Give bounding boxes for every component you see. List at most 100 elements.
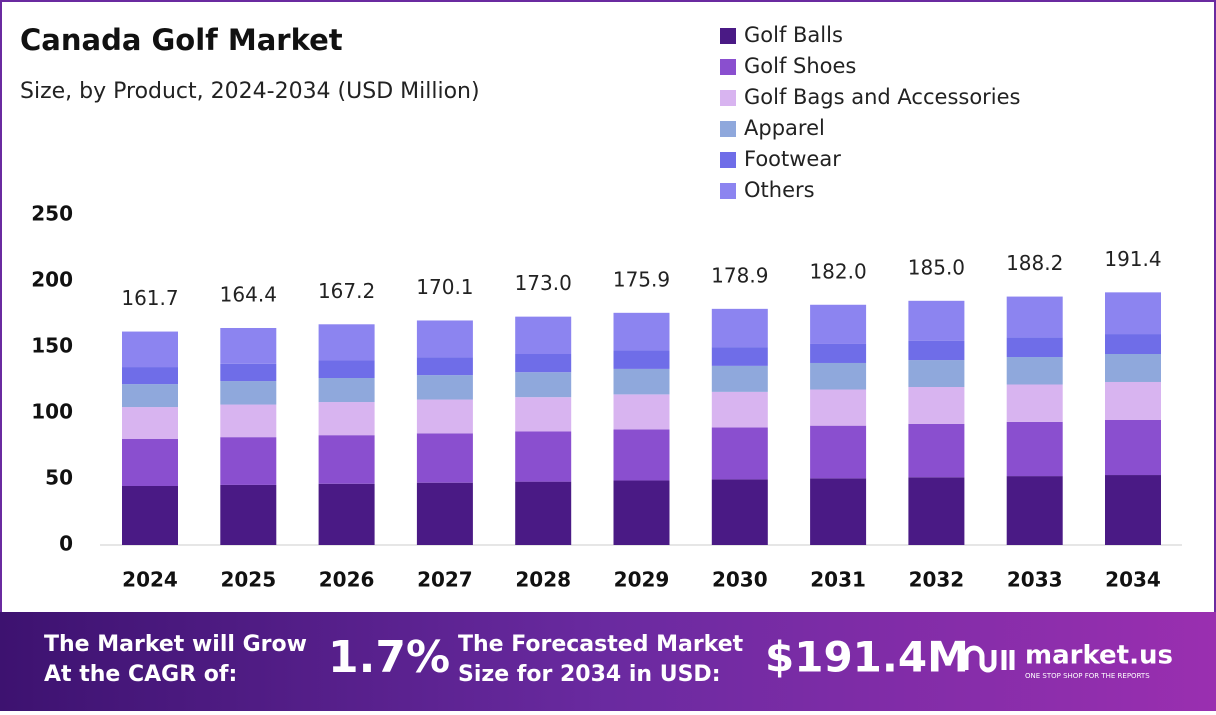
total-label: 191.4 xyxy=(1104,247,1161,271)
bar-segment xyxy=(711,391,768,428)
bar-segment xyxy=(220,363,277,382)
bar-segment xyxy=(1105,381,1161,420)
bar-segment xyxy=(318,324,375,361)
bar-segment xyxy=(810,425,867,479)
bar-segment xyxy=(810,343,867,363)
total-label: 175.9 xyxy=(613,267,670,291)
x-tick-label: 2029 xyxy=(614,568,670,592)
legend-swatch xyxy=(720,121,736,137)
bar-segment xyxy=(416,399,473,434)
total-label: 173.0 xyxy=(515,271,572,295)
bar-segment xyxy=(416,357,473,376)
chart-subtitle: Size, by Product, 2024-2034 (USD Million… xyxy=(20,79,480,104)
bar-segment xyxy=(318,483,375,545)
legend-label: Others xyxy=(744,178,815,202)
bar-segment xyxy=(220,484,277,545)
y-tick-label: 250 xyxy=(31,202,73,226)
brand-name: market.us xyxy=(1025,641,1173,671)
bar-segment xyxy=(1006,421,1063,477)
legend-swatch xyxy=(720,152,736,168)
bar-segment xyxy=(515,316,572,354)
bar-segment xyxy=(318,360,375,379)
bar-segment xyxy=(711,427,768,480)
y-tick-label: 200 xyxy=(31,268,73,292)
bar-segment xyxy=(1105,475,1161,545)
bar-segment xyxy=(908,423,965,478)
bar-segment xyxy=(122,384,178,408)
total-label: 182.0 xyxy=(809,259,866,283)
total-label: 178.9 xyxy=(711,263,768,287)
bar-segment xyxy=(1006,296,1063,338)
brand-logo xyxy=(963,645,1015,673)
x-tick-label: 2024 xyxy=(122,568,178,592)
y-tick-label: 150 xyxy=(31,334,73,358)
bar-segment xyxy=(122,367,178,385)
y-tick-label: 0 xyxy=(59,532,73,556)
bar-segment xyxy=(711,479,768,545)
bar-segment xyxy=(810,304,867,344)
bar-segment xyxy=(908,360,965,387)
x-tick-label: 2027 xyxy=(417,568,473,592)
bar-segment xyxy=(908,300,965,341)
bar-segment xyxy=(711,365,768,392)
bar-segment xyxy=(318,402,375,436)
bar-segment xyxy=(1105,419,1161,476)
legend-label: Golf Bags and Accessories xyxy=(744,85,1021,109)
x-tick-label: 2033 xyxy=(1007,568,1063,592)
x-tick-label: 2034 xyxy=(1105,568,1161,592)
total-label: 188.2 xyxy=(1006,251,1063,275)
bar-segment xyxy=(416,482,473,545)
x-tick-label: 2028 xyxy=(515,568,571,592)
legend-swatch xyxy=(720,90,736,106)
legend-label: Footwear xyxy=(744,147,841,171)
bar-segment xyxy=(1105,292,1161,335)
bar-segment xyxy=(220,437,277,485)
legend-label: Golf Shoes xyxy=(744,54,856,78)
bar-segment xyxy=(711,347,768,366)
total-label: 170.1 xyxy=(416,275,473,299)
bar-segment xyxy=(416,375,473,400)
bar-segment xyxy=(1006,476,1063,545)
bar-segment xyxy=(613,312,670,351)
bar-segment xyxy=(810,389,867,426)
bar-segment xyxy=(711,308,768,348)
bar-segment xyxy=(810,362,867,390)
bar-segment xyxy=(613,394,670,430)
x-tick-label: 2030 xyxy=(712,568,768,592)
bar-segment xyxy=(122,331,178,368)
footer-value: 1.7% xyxy=(328,632,450,683)
bar-segment xyxy=(220,381,277,405)
bar-segment xyxy=(122,485,178,545)
x-tick-label: 2031 xyxy=(810,568,866,592)
bar-segment xyxy=(416,320,473,358)
legend-swatch xyxy=(720,59,736,75)
brand-tagline: ONE STOP SHOP FOR THE REPORTS xyxy=(1025,672,1150,680)
legend-swatch xyxy=(720,183,736,199)
bar-segment xyxy=(318,435,375,484)
footer-text: Size for 2034 in USD: xyxy=(458,662,721,687)
bar-segment xyxy=(908,386,965,424)
bar-segment xyxy=(1105,353,1161,382)
bar-segment xyxy=(515,431,572,482)
footer-text: The Forecasted Market xyxy=(458,632,744,657)
bar-segment xyxy=(1006,337,1063,358)
bar-segment xyxy=(318,378,375,403)
bar-segment xyxy=(1105,334,1161,354)
legend-label: Golf Balls xyxy=(744,23,843,47)
footer-text: The Market will Grow xyxy=(44,632,307,657)
y-tick-label: 100 xyxy=(31,400,73,424)
bar-segment xyxy=(122,439,178,486)
bar-segment xyxy=(613,429,670,481)
bar-segment xyxy=(515,372,572,398)
bar-segment xyxy=(515,353,572,373)
legend-label: Apparel xyxy=(744,116,825,140)
total-label: 185.0 xyxy=(908,255,965,279)
bar-segment xyxy=(1006,357,1063,385)
footer-value: $191.4M xyxy=(765,633,969,682)
x-tick-label: 2026 xyxy=(319,568,375,592)
bar-segment xyxy=(810,478,867,545)
chart-title: Canada Golf Market xyxy=(20,23,343,57)
bar-segment xyxy=(1006,384,1063,422)
footer-text: At the CAGR of: xyxy=(44,662,237,687)
bar-segment xyxy=(908,340,965,361)
